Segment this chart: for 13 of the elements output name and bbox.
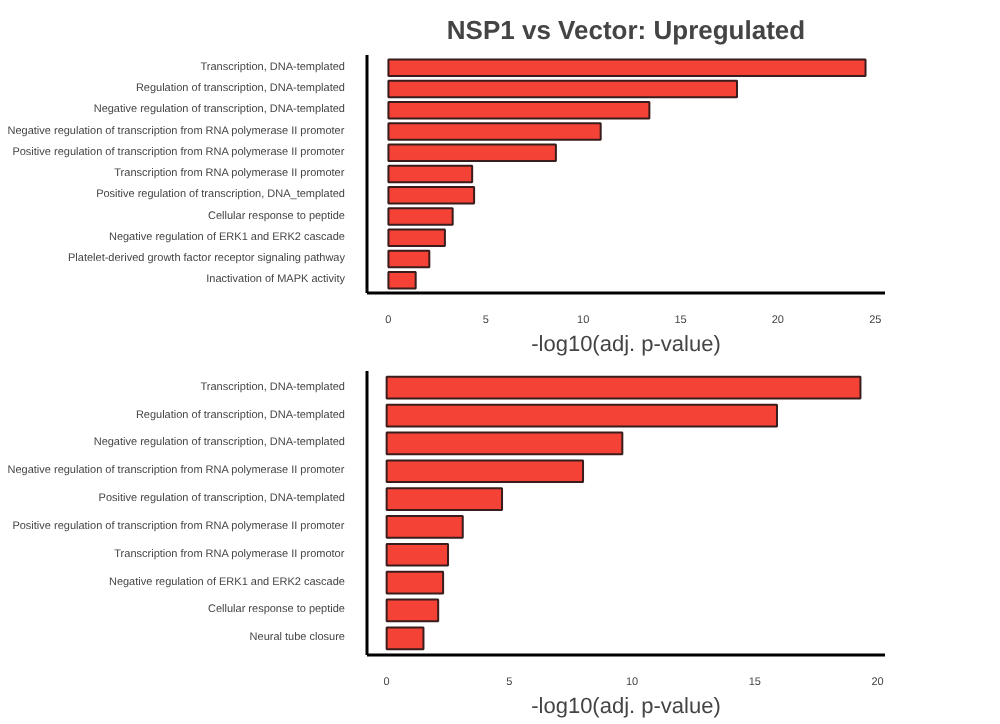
bar: [385, 431, 624, 456]
chart-title: NSP1 vs Vector: Upregulated: [446, 15, 806, 45]
bar: [385, 515, 464, 539]
bar: [385, 487, 504, 511]
x-axis-title: -log10(adj. p-value): [531, 333, 721, 357]
bar: [385, 459, 585, 484]
x-axis-title: -log10(adj. p-value): [531, 695, 721, 719]
bar: [385, 375, 862, 400]
bar: [385, 542, 450, 567]
bar: [385, 626, 425, 651]
bar: [385, 598, 440, 623]
bar: [385, 403, 778, 428]
bar: [385, 570, 445, 595]
